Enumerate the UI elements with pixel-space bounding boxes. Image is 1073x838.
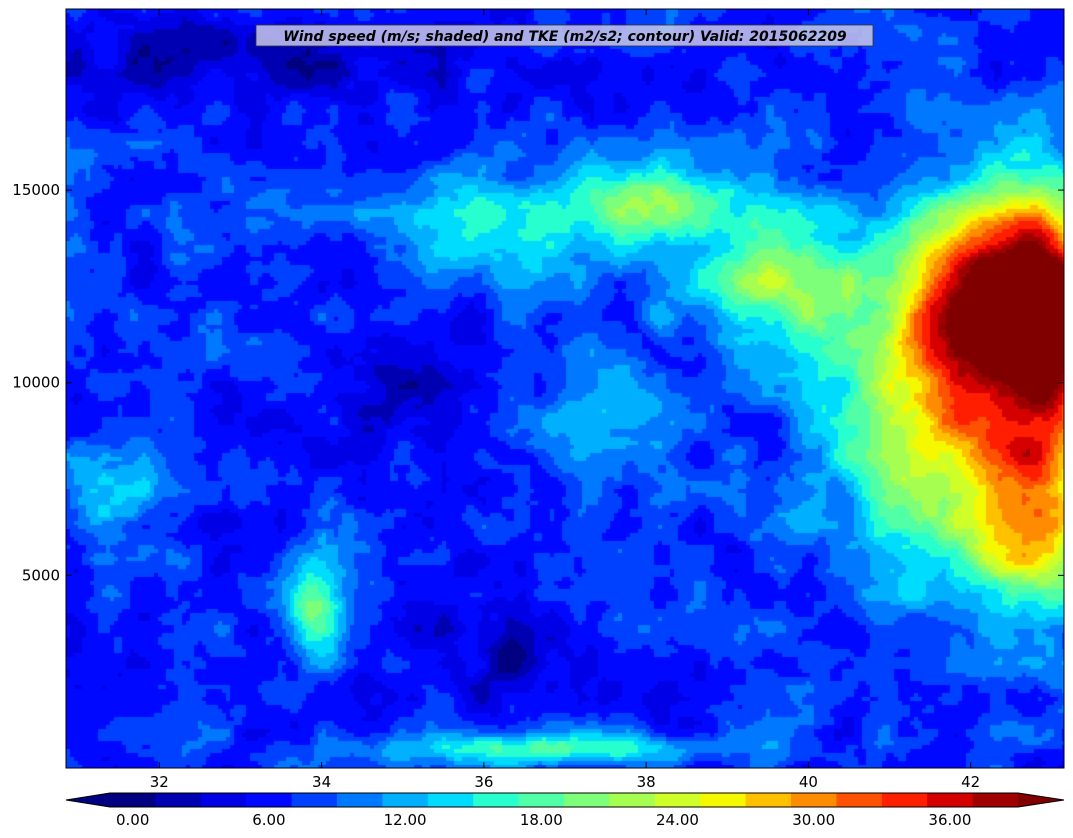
colorbar-swatch <box>473 793 520 807</box>
colorbar-swatch <box>200 793 247 807</box>
colorbar-swatch <box>654 793 701 807</box>
colorbar-tick-label: 30.00 <box>792 811 835 829</box>
y-tick-label: 5000 <box>22 566 60 584</box>
x-axis: 32 34 36 38 40 42 <box>150 9 980 791</box>
colorbar-swatch <box>337 793 383 807</box>
colorbar-tick-label: 18.00 <box>520 811 563 829</box>
colorbar-tick-label: 36.00 <box>928 811 971 829</box>
colorbar-tick-label: 0.00 <box>116 811 149 829</box>
colorbar-swatch <box>246 793 293 807</box>
colorbar-tick-label: 12.00 <box>384 811 427 829</box>
y-axis: 5000 10000 15000 <box>12 181 1064 584</box>
y-tick-label: 15000 <box>12 181 60 199</box>
colorbar-swatch <box>972 793 1019 807</box>
colorbar-swatch <box>836 793 883 807</box>
x-tick-label: 42 <box>961 773 980 791</box>
colorbar-swatch <box>700 793 747 807</box>
y-tick-label: 10000 <box>12 374 60 392</box>
colorbar: 0.00 6.00 12.00 18.00 24.00 30.00 36.00 <box>65 792 1065 829</box>
chart-title-box: Wind speed (m/s; shaded) and TKE (m2/s2;… <box>255 24 874 47</box>
plot-area <box>65 8 1065 769</box>
colorbar-extend-min <box>66 793 110 807</box>
colorbar-swatch <box>155 793 202 807</box>
x-tick-label: 36 <box>474 773 493 791</box>
colorbar-swatch <box>382 793 429 807</box>
colorbar-swatch <box>791 793 837 807</box>
colorbar-extend-max <box>1018 793 1064 807</box>
plot-frame <box>65 8 1065 769</box>
colorbar-swatch <box>291 793 338 807</box>
wind-speed-field <box>66 9 1064 768</box>
colorbar-swatch <box>518 793 565 807</box>
colorbar-swatch <box>881 793 928 807</box>
colorbar-swatch <box>609 793 656 807</box>
chart-title: Wind speed (m/s; shaded) and TKE (m2/s2;… <box>283 29 847 45</box>
colorbar-outline <box>65 792 1065 808</box>
colorbar-swatch <box>927 793 974 807</box>
x-tick-label: 32 <box>150 773 169 791</box>
colorbar-swatch <box>745 793 792 807</box>
colorbar-tick-label: 24.00 <box>656 811 699 829</box>
x-tick-label: 40 <box>799 773 818 791</box>
colorbar-tick-label: 6.00 <box>252 811 285 829</box>
x-tick-label: 34 <box>312 773 331 791</box>
x-tick-label: 38 <box>637 773 656 791</box>
colorbar-swatch <box>564 793 610 807</box>
colorbar-swatch <box>427 793 474 807</box>
colorbar-swatch <box>110 793 156 807</box>
